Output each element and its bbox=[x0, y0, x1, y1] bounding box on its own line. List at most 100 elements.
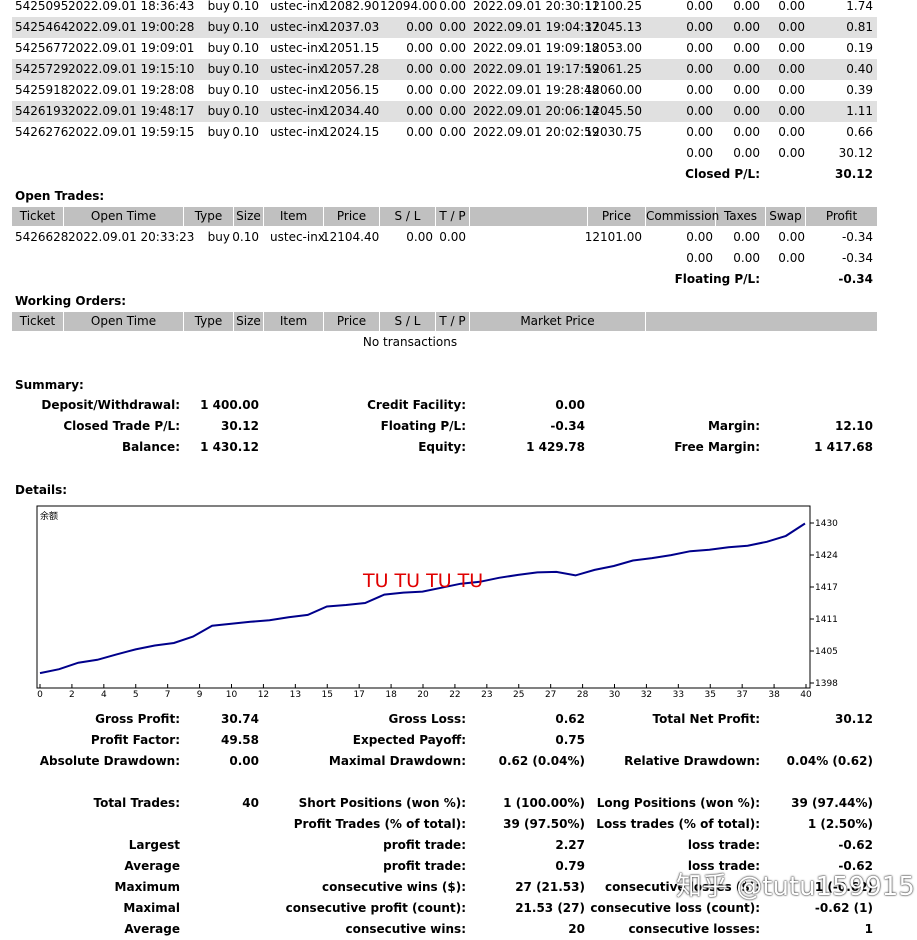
x-tick-label: 35 bbox=[705, 690, 716, 700]
cell-close-price: 12061.25 bbox=[584, 62, 642, 76]
y-tick-label: 1398 bbox=[815, 679, 838, 689]
chart-title: 余额 bbox=[40, 510, 58, 522]
col-swap: Swap bbox=[766, 207, 806, 226]
x-tick-label: 32 bbox=[641, 690, 652, 700]
free-margin-value: 1 417.68 bbox=[814, 440, 873, 454]
table-row: 5425095 2022.09.01 18:36:43 buy 0.10 ustec-i… bbox=[12, 0, 877, 17]
cell-price: 12024.15 bbox=[322, 125, 380, 139]
cell-price: 12051.15 bbox=[322, 41, 380, 55]
gross-profit-value: 30.74 bbox=[221, 712, 259, 726]
closed-pl-value: 30.12 bbox=[835, 167, 873, 181]
cell-taxes: 0.00 bbox=[733, 20, 760, 34]
x-tick-label: 7 bbox=[165, 690, 171, 700]
absolute-drawdown-label: Absolute Drawdown: bbox=[39, 754, 180, 768]
no-transactions: No transactions bbox=[362, 335, 458, 349]
free-margin-label: Free Margin: bbox=[674, 440, 760, 454]
cell-sl: 0.00 bbox=[406, 62, 433, 76]
equity-label: Equity: bbox=[418, 440, 466, 454]
cell-price: 12034.40 bbox=[322, 104, 380, 118]
avg-consecutive-losses-label: consecutive losses: bbox=[628, 922, 760, 936]
cell-close-price: 12045.50 bbox=[584, 104, 642, 118]
cell-close-price: 12060.00 bbox=[584, 83, 642, 97]
relative-drawdown-label: Relative Drawdown: bbox=[624, 754, 760, 768]
cell-type: buy bbox=[207, 104, 230, 118]
y-tick-label: 1411 bbox=[815, 615, 838, 625]
col-open-time: Open Time bbox=[64, 312, 184, 331]
col-tp: T / P bbox=[436, 312, 470, 331]
cell-item: ustec-inx bbox=[270, 230, 325, 244]
average-loss-value: -0.62 bbox=[838, 859, 873, 873]
cell-commission: 0.00 bbox=[686, 20, 713, 34]
col-item: Item bbox=[264, 312, 324, 331]
cell-profit: 0.81 bbox=[846, 20, 873, 34]
x-tick-label: 23 bbox=[481, 690, 492, 700]
maximal-drawdown-value: 0.62 (0.04%) bbox=[498, 754, 585, 768]
cell-open-time: 2022.09.01 19:15:10 bbox=[68, 62, 195, 76]
largest-profit-value: 2.27 bbox=[555, 838, 585, 852]
loss-trades-value: 1 (2.50%) bbox=[807, 817, 873, 831]
max-consecutive-wins-value: 27 (21.53) bbox=[515, 880, 585, 894]
maximal-consecutive-profit-label: consecutive profit (count): bbox=[285, 901, 466, 915]
summary-floating-label: Floating P/L: bbox=[380, 419, 466, 433]
cell-open-time: 2022.09.01 19:59:15 bbox=[68, 125, 195, 139]
cell-swap: 0.00 bbox=[778, 83, 805, 97]
cell-taxes: 0.00 bbox=[733, 41, 760, 55]
closed-total-commission: 0.00 bbox=[686, 146, 713, 160]
cell-swap: 0.00 bbox=[778, 104, 805, 118]
average-profit-label: profit trade: bbox=[383, 859, 466, 873]
deposit-value: 1 400.00 bbox=[200, 398, 259, 412]
avg-consecutive-losses-value: 1 bbox=[864, 922, 873, 936]
max-consecutive-losses-label: consecutive losses ($): bbox=[604, 880, 760, 894]
cell-commission: 0.00 bbox=[686, 230, 713, 244]
cell-commission: 0.00 bbox=[686, 125, 713, 139]
col-sl: S / L bbox=[380, 207, 436, 226]
col-profit: Profit bbox=[825, 209, 858, 223]
col-ticket: Ticket bbox=[12, 312, 64, 331]
cell-item: ustec-inx bbox=[270, 0, 325, 13]
maximal-drawdown-label: Maximal Drawdown: bbox=[328, 754, 466, 768]
closed-trade-pl-label: Closed Trade P/L: bbox=[63, 419, 180, 433]
cell-commission: 0.00 bbox=[686, 83, 713, 97]
cell-commission: 0.00 bbox=[686, 0, 713, 13]
x-tick-label: 2 bbox=[69, 690, 75, 700]
deposit-label: Deposit/Withdrawal: bbox=[41, 398, 180, 412]
cell-open-time: 2022.09.01 19:00:28 bbox=[68, 20, 195, 34]
cell-ticket: 5425095 bbox=[15, 0, 69, 13]
margin-label: Margin: bbox=[707, 419, 760, 433]
cell-ticket: 5425677 bbox=[15, 41, 69, 55]
cell-size: 0.10 bbox=[232, 230, 259, 244]
table-row: 5425464 2022.09.01 19:00:28 buy 0.10 ustec-i… bbox=[12, 17, 877, 38]
cell-ticket: 5425729 bbox=[15, 62, 69, 76]
x-tick-label: 30 bbox=[609, 690, 621, 700]
long-positions-label: Long Positions (won %): bbox=[596, 796, 760, 810]
largest-label: Largest bbox=[128, 838, 180, 852]
cell-close-time: 2022.09.01 19:17:59 bbox=[473, 62, 600, 76]
total-trades-label: Total Trades: bbox=[93, 796, 180, 810]
average-label: Average bbox=[124, 859, 180, 873]
cell-item: ustec-inx bbox=[270, 62, 325, 76]
col-sl: S / L bbox=[380, 312, 436, 331]
col-price2: Price bbox=[588, 207, 646, 226]
average-profit-value: 0.79 bbox=[555, 859, 585, 873]
cell-commission: 0.00 bbox=[686, 62, 713, 76]
relative-drawdown-value: 0.04% (0.62) bbox=[786, 754, 873, 768]
cell-size: 0.10 bbox=[232, 0, 259, 13]
largest-loss-value: -0.62 bbox=[838, 838, 873, 852]
cell-price2: 12101.00 bbox=[584, 230, 642, 244]
red-watermark: TU TU TU TU bbox=[363, 570, 484, 592]
table-row: 5425729 2022.09.01 19:15:10 buy 0.10 ustec-i… bbox=[12, 59, 877, 80]
credit-value: 0.00 bbox=[555, 398, 585, 412]
open-total-swap: 0.00 bbox=[778, 251, 805, 265]
cell-tp: 0.00 bbox=[439, 62, 466, 76]
balance-label: Balance: bbox=[121, 440, 180, 454]
cell-sl: 0.00 bbox=[406, 125, 433, 139]
gross-profit-label: Gross Profit: bbox=[95, 712, 180, 726]
x-tick-label: 25 bbox=[513, 690, 524, 700]
cell-taxes: 0.00 bbox=[733, 0, 760, 13]
cell-tp: 0.00 bbox=[439, 125, 466, 139]
y-tick-label: 1405 bbox=[815, 647, 838, 657]
cell-open-time: 2022.09.01 19:48:17 bbox=[68, 104, 195, 118]
avg-consecutive-wins-label: consecutive wins: bbox=[345, 922, 466, 936]
y-tick-label: 1417 bbox=[815, 583, 838, 593]
summary-title: Summary: bbox=[15, 378, 84, 392]
